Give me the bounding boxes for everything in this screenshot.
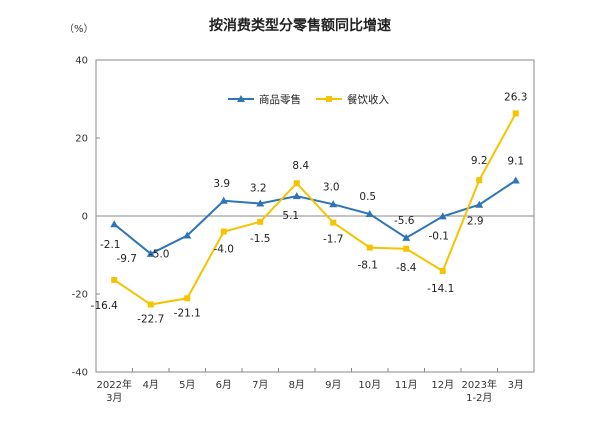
x-tick-label-line: 12月: [431, 379, 454, 391]
y-tick-label: -20: [72, 290, 88, 301]
series-1-point: [256, 199, 265, 207]
series-1-point: [219, 196, 228, 204]
series-1-point: [183, 231, 192, 239]
y-tick-label: 20: [75, 134, 88, 145]
data-label-series-1: -5.6: [394, 215, 415, 227]
data-label-series-2: -16.4: [91, 300, 118, 312]
data-label-series-1: -9.7: [117, 253, 138, 265]
data-label-series-1: 5.1: [282, 210, 299, 222]
x-tick-label: 6月: [216, 379, 232, 391]
x-tick-label-line: 3月: [106, 392, 122, 404]
data-label-series-2: -22.7: [137, 314, 164, 326]
legend-marker-2: [326, 96, 332, 102]
series-2-point: [111, 276, 118, 283]
series-line-1: [113, 179, 517, 256]
series-2-point: [293, 180, 300, 187]
series-2-point: [366, 244, 373, 251]
x-tick-label-line: 3月: [508, 379, 524, 391]
series-1-point: [511, 176, 520, 184]
x-tick-label-line: 5月: [179, 379, 195, 391]
data-label-series-1: -0.1: [429, 230, 450, 242]
series-1-point: [329, 200, 338, 208]
data-label-series-2: 9.2: [471, 155, 488, 167]
series-line-2: [113, 112, 517, 306]
series-2-point: [330, 219, 337, 226]
series-1-point: [402, 233, 411, 241]
x-tick-label: 7月: [252, 379, 268, 391]
data-label-series-1: -5.0: [149, 249, 170, 261]
data-label-series-2: 8.4: [292, 160, 309, 172]
data-label-series-2: 26.3: [504, 91, 527, 103]
data-label-series-1: 0.5: [359, 191, 376, 203]
y-axis: 40 20 0 -20 -40: [72, 56, 534, 379]
legend-label-2: 餐饮收入: [347, 93, 389, 106]
x-tick-label: 8月: [289, 379, 305, 391]
data-label-series-1: 2.9: [467, 216, 484, 228]
series-2-point: [184, 295, 191, 302]
series-2-point: [220, 228, 227, 235]
chart-title: 按消费类型分零售额同比增速: [209, 17, 391, 34]
series-1-point: [110, 220, 119, 228]
data-label-series-1: -2.1: [100, 239, 121, 251]
data-label-series-1: 9.1: [507, 156, 524, 168]
series-2-point: [476, 177, 483, 184]
legend-marker-1: [237, 95, 245, 102]
data-label-series-2: -1.7: [323, 234, 344, 246]
series-1-point: [475, 200, 484, 208]
x-tick-label: 4月: [143, 379, 159, 391]
series-1-point: [292, 192, 301, 200]
data-label-series-2: -14.1: [427, 283, 454, 295]
x-tick-label: 2023年 1-2月: [462, 378, 497, 404]
x-tick-label: 12月: [431, 379, 454, 391]
x-tick-label: 10月: [358, 379, 381, 391]
series-2-point: [257, 218, 264, 225]
data-label-series-2: -8.4: [396, 262, 417, 274]
x-tick-label-line: 9月: [325, 379, 341, 391]
x-tick-label: 3月: [508, 379, 524, 391]
x-tick-label: 11月: [395, 379, 418, 391]
data-label-series-2: -21.1: [174, 307, 201, 319]
x-tick-label-line: 2023年: [462, 378, 497, 391]
data-label-series-2: -1.5: [250, 233, 271, 245]
x-tick-label: 9月: [325, 379, 341, 391]
x-tick-label-line: 1-2月: [466, 392, 492, 404]
x-tick-label-line: 2022年: [97, 378, 132, 391]
data-label-series-1: 3.9: [213, 178, 230, 190]
data-label-series-2: -4.0: [214, 244, 235, 256]
data-label-series-1: 3.2: [250, 183, 267, 195]
x-tick-label-line: 7月: [252, 379, 268, 391]
x-tick-label: 2022年 3月: [97, 378, 132, 404]
series-1-point: [365, 210, 374, 218]
series-2-point: [147, 301, 154, 308]
data-label-series-1: 3.0: [323, 181, 340, 193]
y-tick-label: 0: [82, 212, 88, 223]
legend: 商品零售 餐饮收入: [228, 93, 389, 106]
x-tick-label-line: 4月: [143, 379, 159, 391]
x-tick-label-line: 6月: [216, 379, 232, 391]
y-axis-unit-label: （%）: [64, 23, 94, 35]
data-labels: -2.1 -9.7 -5.0 3.9 3.2 5.1 3.0 0.5 -5.6 -0.1 2.9 9.…: [91, 91, 528, 325]
x-tick-label-line: 8月: [289, 379, 305, 391]
series-1-point: [438, 212, 447, 220]
y-tick-label: 40: [75, 56, 88, 67]
x-tick-label: 5月: [179, 379, 195, 391]
series-2-point: [512, 110, 519, 117]
series-1-point: [146, 249, 155, 257]
series-2-point: [439, 267, 446, 274]
data-label-series-2: -8.1: [358, 260, 379, 272]
x-tick-label-line: 11月: [395, 379, 418, 391]
x-tick-label-line: 10月: [358, 379, 381, 391]
y-tick-label: -40: [72, 368, 88, 379]
series-layer: [110, 110, 520, 308]
series-2-point: [403, 245, 410, 252]
legend-label-1: 商品零售: [259, 93, 301, 106]
